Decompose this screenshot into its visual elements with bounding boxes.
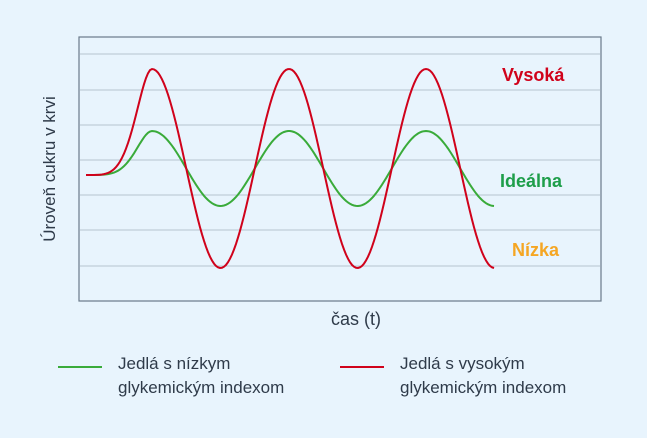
annotation-high: Vysoká — [502, 65, 565, 85]
legend-item-low-gi: Jedlá s nízkym glykemickým indexom — [58, 352, 284, 400]
series-line-low-gi — [86, 129, 495, 208]
annotation-ideal: Ideálna — [500, 171, 563, 191]
series-line-high-gi — [86, 67, 495, 270]
legend-label-low-gi: Jedlá s nízkym glykemickým indexom — [118, 354, 285, 397]
annotation-low: Nízka — [512, 240, 560, 260]
legend-swatch-high-gi — [340, 366, 384, 368]
legend-item-high-gi: Jedlá s vysokým glykemickým indexom — [340, 352, 566, 400]
legend-swatch-low-gi — [58, 366, 102, 368]
x-axis-label: čas (t) — [331, 309, 381, 329]
y-axis-label: Úroveň cukru v krvi — [40, 96, 59, 241]
plot-area — [78, 36, 602, 302]
legend-label-high-gi: Jedlá s vysokým glykemickým indexom — [400, 354, 567, 397]
